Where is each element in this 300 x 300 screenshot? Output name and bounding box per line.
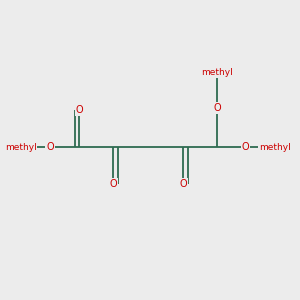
Text: O: O [242,142,250,152]
Text: O: O [110,179,117,189]
Text: methyl: methyl [5,142,37,152]
Text: O: O [213,103,221,113]
Text: methyl: methyl [259,142,291,152]
Text: O: O [46,142,54,152]
Text: methyl: methyl [201,68,233,77]
Text: O: O [76,105,83,115]
Text: O: O [179,179,187,189]
